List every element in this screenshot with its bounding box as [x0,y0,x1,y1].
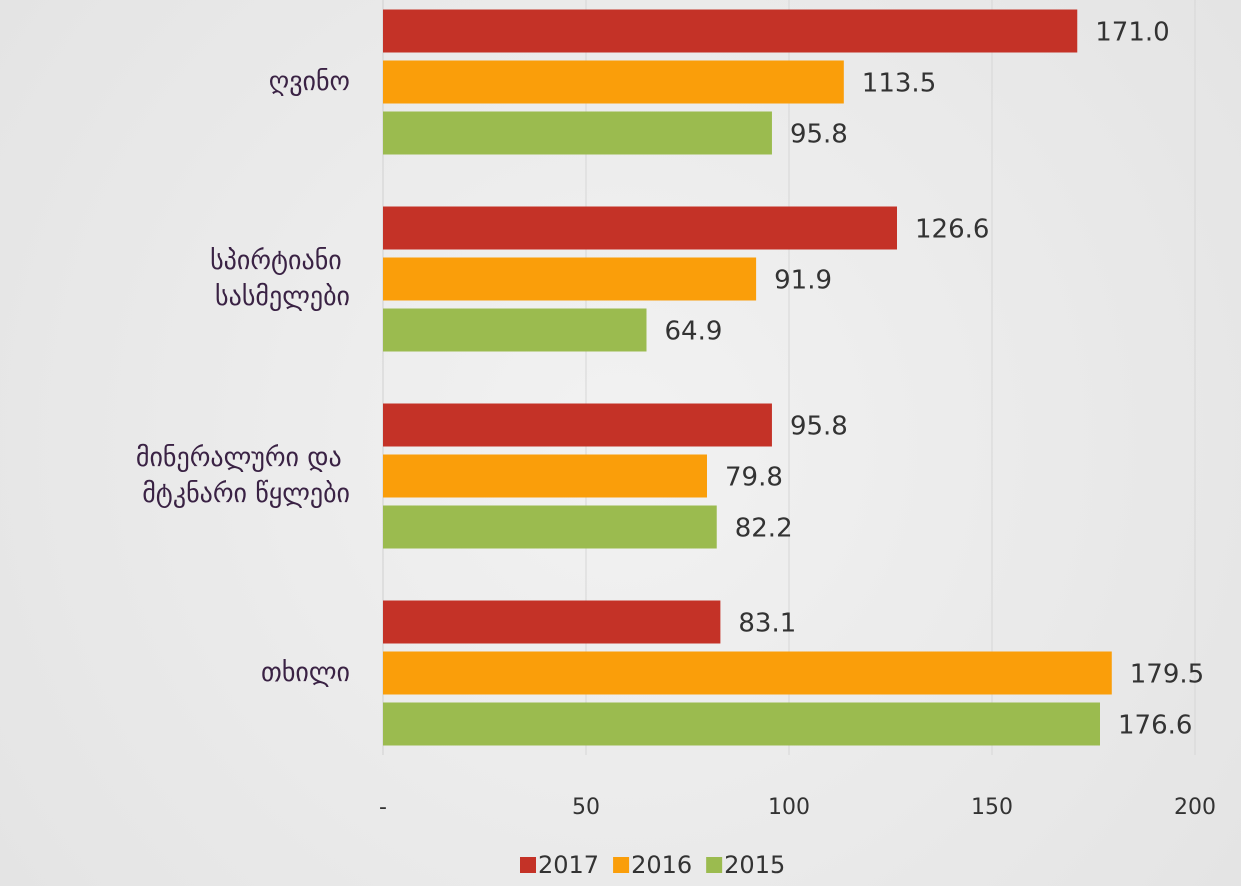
bar [383,651,1112,695]
bar [383,600,721,644]
x-tick-label: 50 [572,795,600,820]
category-label-line: მინერალური და [136,443,350,473]
x-tick-label: 100 [768,795,810,820]
category-label-line: მტკნარი წყლები [142,479,350,509]
bar [383,206,897,250]
value-label: 64.9 [664,317,722,347]
bar [383,454,707,498]
bar [383,505,717,549]
bar [383,9,1078,53]
category-label: სპირტიანი სასმელები [210,246,350,312]
bar [383,403,772,447]
value-label: 113.5 [862,69,936,99]
bar [383,702,1100,746]
legend-swatch [706,857,723,873]
category-label: მინერალური და მტკნარი წყლები [136,443,350,509]
bar [383,111,772,155]
legend-label: 2016 [631,851,692,879]
x-tick-label: 150 [971,795,1013,820]
category-label-line: ღვინო [269,67,350,97]
category-label: თხილი [261,658,350,688]
bar [383,60,844,104]
bar [383,257,757,301]
legend-swatch [520,857,536,873]
value-label: 83.1 [738,609,796,639]
category-label-line: სასმელები [215,282,350,312]
value-label: 126.6 [915,215,989,245]
category-label-line: სპირტიანი [210,246,350,276]
x-tick-label: 200 [1174,795,1216,820]
value-label: 179.5 [1130,660,1204,690]
x-tick-label: - [379,795,387,820]
category-label-line: თხილი [261,658,350,688]
legend-label: 2015 [724,851,785,879]
value-label: 82.2 [735,514,793,544]
legend: 2017 2016 2015 [520,851,785,879]
value-label: 176.6 [1118,711,1192,741]
legend-label: 2017 [538,851,599,879]
value-label: 91.9 [774,266,832,296]
value-label: 171.0 [1095,18,1169,48]
category-label: ღვინო [269,67,350,97]
bar [383,308,647,352]
legend-swatch [613,857,630,873]
value-label: 95.8 [790,412,848,442]
value-label: 79.8 [725,463,783,493]
value-label: 95.8 [790,120,848,150]
